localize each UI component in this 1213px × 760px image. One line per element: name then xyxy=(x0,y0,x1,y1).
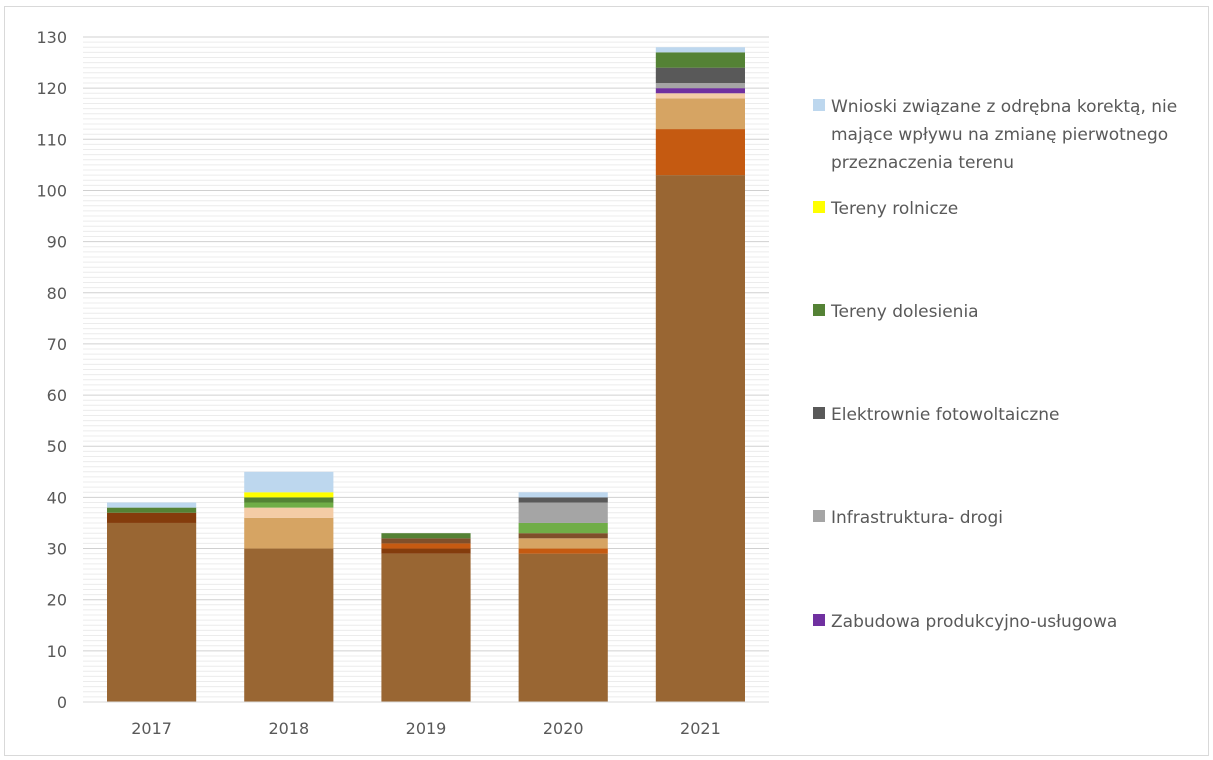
legend-label: Zabudowa produkcyjno-usługowa xyxy=(831,612,1118,632)
bar-segment-2018-series-0 xyxy=(244,548,334,702)
x-tick-label: 2021 xyxy=(680,719,721,738)
bar-segment-2018-series-11 xyxy=(244,492,334,498)
bar-segment-2019-series-5 xyxy=(381,538,471,544)
bar-segment-2018-series-6 xyxy=(244,502,334,508)
bar-segment-2021-series-8 xyxy=(655,83,745,89)
chart-frame: 0 10 20 30 40 50 60 70 80 90 100 110 120 130 2017 2018… xyxy=(4,6,1209,756)
y-tick-label: 30 xyxy=(47,540,67,559)
bar-segment-2018-series-4 xyxy=(244,507,334,518)
legend-swatch xyxy=(813,99,825,111)
y-tick-label: 80 xyxy=(47,284,67,303)
y-tick-label: 10 xyxy=(47,642,67,661)
legend-swatch xyxy=(813,614,825,626)
legend-label: Wnioski związane z odrębna korektą, nie … xyxy=(831,97,1178,173)
bar-segment-2020-series-2 xyxy=(518,548,608,554)
legend-item-elektrownie: Elektrownie fotowoltaiczne xyxy=(813,401,1191,429)
legend-label: Elektrownie fotowoltaiczne xyxy=(831,405,1060,425)
x-tick-label: 2020 xyxy=(543,719,584,738)
bar-segment-2017-series-10 xyxy=(107,507,197,513)
y-tick-label: 110 xyxy=(36,130,67,149)
bar-segment-2020-series-8 xyxy=(518,502,608,523)
y-tick-label: 50 xyxy=(47,437,67,456)
y-axis-tick-labels: 0 10 20 30 40 50 60 70 80 90 100 110 120 130 xyxy=(36,28,67,712)
legend-item-tereny-rolnicze: Tereny rolnicze xyxy=(813,195,1191,223)
bar-segment-2018-series-12 xyxy=(244,471,334,493)
y-tick-label: 100 xyxy=(36,181,67,200)
bar-segment-2021-series-10 xyxy=(655,52,745,68)
bar-segment-2020-series-3 xyxy=(518,538,608,549)
legend-swatch xyxy=(813,304,825,316)
legend-swatch xyxy=(813,510,825,522)
bar-segment-2019-series-0 xyxy=(381,553,471,702)
bar-segment-2019-series-10 xyxy=(381,533,471,539)
legend-label: Infrastruktura- drogi xyxy=(831,508,1004,528)
bars xyxy=(107,47,745,703)
bar-segment-2020-series-6 xyxy=(518,522,608,534)
bar-segment-2020-series-9 xyxy=(518,497,608,503)
bar-segment-2018-series-10 xyxy=(244,497,334,503)
x-tick-label: 2019 xyxy=(406,719,447,738)
legend-swatch xyxy=(813,407,825,419)
y-tick-label: 20 xyxy=(47,591,67,610)
y-tick-label: 70 xyxy=(47,335,67,354)
bar-segment-2018-series-3 xyxy=(244,517,334,549)
bar-segment-2019-series-2 xyxy=(381,543,471,549)
bar-segment-2021-series-3 xyxy=(655,98,745,130)
stacked-bar-chart: 0 10 20 30 40 50 60 70 80 90 100 110 120 130 2017 2018… xyxy=(36,28,769,738)
legend-item-tereny-dolesienia: Tereny dolesienia xyxy=(813,298,1191,326)
bar-segment-2017-series-1 xyxy=(107,512,197,523)
bar-segment-2021-series-9 xyxy=(655,67,745,84)
bar-segment-2021-series-4 xyxy=(655,93,745,99)
bar-segment-2021-series-2 xyxy=(655,129,745,176)
legend-swatch xyxy=(813,201,825,213)
bar-segment-2017-series-0 xyxy=(107,522,197,702)
legend-label: Tereny dolesienia xyxy=(831,302,979,322)
bar-segment-2021-series-12 xyxy=(655,47,745,53)
x-tick-label: 2017 xyxy=(131,719,172,738)
legend-item-infrastruktura: Infrastruktura- drogi xyxy=(813,504,1191,532)
legend-item-zabudowa: Zabudowa produkcyjno-usługowa xyxy=(813,608,1191,636)
y-tick-label: 60 xyxy=(47,386,67,405)
bar-segment-2019-series-1 xyxy=(381,548,471,554)
x-axis-tick-labels: 2017 2018 2019 2020 2021 xyxy=(131,719,721,738)
y-tick-label: 120 xyxy=(36,79,67,98)
legend-label: Tereny rolnicze xyxy=(831,199,959,219)
legend-item-wnioski: Wnioski związane z odrębna korektą, nie … xyxy=(813,93,1191,177)
y-tick-label: 130 xyxy=(36,28,67,47)
y-tick-label: 40 xyxy=(47,488,67,507)
bar-segment-2017-series-12 xyxy=(107,502,197,508)
bar-segment-2021-series-0 xyxy=(655,175,745,703)
y-tick-label: 0 xyxy=(57,693,67,712)
bar-segment-2020-series-0 xyxy=(518,553,608,702)
x-tick-label: 2018 xyxy=(268,719,309,738)
bar-segment-2021-series-7 xyxy=(655,88,745,94)
bar-segment-2020-series-5 xyxy=(518,533,608,539)
bar-segment-2020-series-12 xyxy=(518,492,608,498)
y-tick-label: 90 xyxy=(47,233,67,252)
